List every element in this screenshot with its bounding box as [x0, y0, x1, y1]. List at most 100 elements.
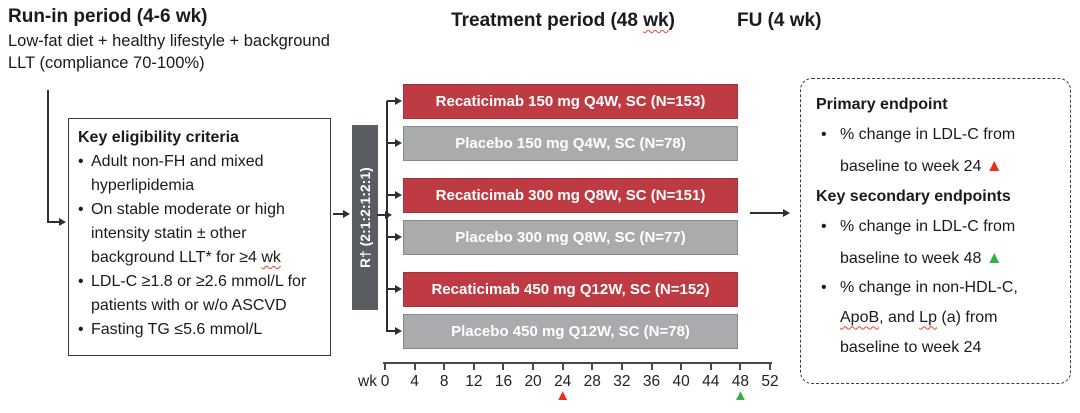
- branch-arrow-arm-6: [387, 327, 402, 335]
- axis-tick-label: 24: [554, 373, 572, 390]
- bullet-text-wavy: wk: [261, 249, 281, 266]
- red-triangle-marker: ▲: [555, 387, 571, 404]
- eligibility-bullet-1: • Adult non-FH and mixed hyperlipidemia: [78, 150, 321, 198]
- bullet-icon: •: [821, 279, 827, 297]
- axis-tick: [769, 362, 771, 370]
- axis-tick-label: 48: [731, 373, 749, 390]
- treatment-title-pre: Treatment period (48: [451, 10, 644, 31]
- axis-tick-label: 32: [613, 373, 631, 390]
- green-triangle-marker: ▲: [732, 387, 748, 404]
- run-in-connector-vline: [47, 90, 49, 223]
- run-in-heading-block: Run-in period (4-6 wk) Low-fat diet + he…: [8, 6, 348, 74]
- red-triangle-icon: ▲: [985, 155, 1003, 175]
- axis-tick: [591, 362, 594, 370]
- endpoint-text: (a) from baseline to week 24: [840, 309, 998, 357]
- axis-tick: [413, 362, 416, 370]
- bullet-text: Adult non-FH and mixed hyperlipidemia: [91, 153, 264, 194]
- endpoint-text: , and: [879, 309, 920, 327]
- axis-tick: [561, 362, 564, 370]
- arm-bar-placebo-450: Placebo 450 mg Q12W, SC (N=78): [403, 314, 738, 349]
- week-axis: wk ▲ ▲ 0 4 8 12 16 20 24 28 32 36 40 44 48 52: [358, 362, 779, 412]
- secondary-endpoint-bullet-1: • % change in LDL-C from baseline to week…: [816, 212, 1055, 274]
- arm-label: Recaticimab 150 mg Q4W, SC (N=153): [435, 93, 706, 110]
- randomization-bar: R† (2:1:2:1:2:1): [352, 125, 378, 310]
- axis-tick: [384, 362, 386, 370]
- bullet-icon: •: [78, 153, 84, 170]
- treatment-title-post: ): [668, 10, 675, 31]
- bullet-text: On stable moderate or high intensity sta…: [91, 201, 285, 266]
- axis-tick: [680, 362, 683, 370]
- endpoint-text-wavy: Lp: [919, 309, 937, 327]
- axis-tick-label: 44: [702, 373, 720, 390]
- axis-tick: [739, 362, 742, 370]
- branch-arrow-arm-4: [387, 233, 402, 241]
- bullet-icon: •: [821, 125, 827, 143]
- axis-tick: [502, 362, 505, 370]
- endpoints-box: Primary endpoint • % change in LDL-C from…: [800, 78, 1071, 384]
- axis-tick: [472, 362, 475, 370]
- treatment-to-endpoints-arrow: [750, 209, 790, 217]
- axis-tick-label: 20: [524, 373, 542, 390]
- arm-bar-recaticimab-300: Recaticimab 300 mg Q8W, SC (N=151): [403, 178, 738, 213]
- axis-tick-label: 12: [465, 373, 483, 390]
- axis-tick-label: 0: [380, 373, 390, 390]
- branch-arrow-arm-2: [387, 139, 402, 147]
- bullet-icon: •: [78, 321, 84, 338]
- branch-arrow-arm-5: [387, 285, 402, 293]
- endpoint-text: % change in LDL-C from baseline to week …: [840, 217, 1016, 267]
- axis-tick-label: 4: [410, 373, 419, 390]
- secondary-endpoints-title: Key secondary endpoints: [816, 187, 1011, 205]
- bullet-icon: •: [78, 273, 84, 290]
- arm-label: Placebo 450 mg Q12W, SC (N=78): [451, 323, 690, 340]
- axis-tick-label: 28: [583, 373, 601, 390]
- axis-unit-label: wk: [358, 373, 377, 390]
- branch-arrow-arm-1: [387, 97, 402, 105]
- endpoint-text: % change in LDL-C from baseline to week …: [840, 125, 1016, 175]
- treatment-period-title: Treatment period (48 wk): [398, 10, 728, 33]
- bullet-icon: •: [78, 201, 84, 218]
- endpoint-text: % change in non-HDL-C,: [840, 279, 1018, 297]
- arm-bar-recaticimab-150: Recaticimab 150 mg Q4W, SC (N=153): [403, 84, 738, 119]
- fu-period-title: FU (4 wk): [737, 10, 822, 31]
- axis-tick: [443, 362, 446, 370]
- bullet-icon: •: [821, 217, 827, 235]
- endpoint-text-wavy: ApoB: [840, 309, 880, 327]
- eligibility-bullet-2: • On stable moderate or high intensity st…: [78, 198, 321, 270]
- eligibility-criteria-box: Key eligibility criteria • Adult non-FH a…: [68, 118, 331, 356]
- arm-label: Recaticimab 450 mg Q12W, SC (N=152): [431, 281, 710, 298]
- green-triangle-icon: ▲: [985, 247, 1003, 267]
- axis-tick: [650, 362, 653, 370]
- axis-tick-label: 52: [761, 373, 779, 390]
- branch-arrow-arm-3: [387, 191, 402, 199]
- eligibility-to-randomization-arrow: [333, 210, 350, 218]
- treatment-title-wavy: wk: [643, 10, 669, 31]
- run-in-title: Run-in period (4-6 wk): [8, 6, 208, 27]
- branch-trunk-line: [386, 101, 388, 332]
- axis-tick-label: 8: [439, 373, 449, 390]
- axis-tick-label: 36: [642, 373, 661, 390]
- eligibility-bullet-4: • Fasting TG ≤5.6 mmol/L: [78, 318, 321, 342]
- primary-endpoint-title: Primary endpoint: [816, 96, 948, 113]
- primary-endpoint-bullet: • % change in LDL-C from baseline to week…: [816, 120, 1055, 182]
- run-in-subtitle: Low-fat diet + healthy lifestyle + backg…: [8, 31, 330, 72]
- axis-tick: [620, 362, 623, 370]
- bullet-text: Fasting TG ≤5.6 mmol/L: [91, 321, 263, 338]
- secondary-endpoint-bullet-2: • % change in non-HDL-C, ApoB, and Lp (a)…: [816, 273, 1055, 363]
- axis-tick: [709, 362, 712, 370]
- run-in-connector-arrow: [47, 218, 66, 226]
- arm-bar-placebo-150: Placebo 150 mg Q4W, SC (N=78): [403, 126, 738, 161]
- axis-line: [383, 362, 772, 364]
- randomization-trunk-connector: [377, 211, 392, 219]
- axis-tick-label: 40: [672, 373, 690, 390]
- axis-tick-label: 16: [494, 373, 513, 390]
- eligibility-title: Key eligibility criteria: [78, 129, 239, 146]
- bullet-text: LDL-C ≥1.8 or ≥2.6 mmol/L for patients w…: [91, 273, 307, 314]
- arm-label: Recaticimab 300 mg Q8W, SC (N=151): [435, 187, 706, 204]
- arm-label: Placebo 150 mg Q4W, SC (N=78): [455, 135, 686, 152]
- arm-bar-recaticimab-450: Recaticimab 450 mg Q12W, SC (N=152): [403, 272, 738, 307]
- eligibility-bullet-3: • LDL-C ≥1.8 or ≥2.6 mmol/L for patients …: [78, 270, 321, 318]
- randomization-label: R† (2:1:2:1:2:1): [357, 167, 373, 268]
- arm-bar-placebo-300: Placebo 300 mg Q8W, SC (N=77): [403, 220, 738, 255]
- axis-tick: [532, 362, 535, 370]
